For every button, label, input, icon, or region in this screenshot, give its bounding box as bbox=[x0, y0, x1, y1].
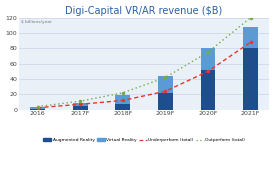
Bar bbox=[73, 103, 88, 106]
Bar bbox=[243, 48, 258, 110]
Bar bbox=[158, 93, 173, 110]
Bar bbox=[115, 95, 130, 104]
Bar bbox=[30, 107, 45, 109]
Title: Digi-Capital VR/AR revenue ($B): Digi-Capital VR/AR revenue ($B) bbox=[65, 5, 223, 16]
Bar bbox=[200, 70, 215, 110]
Legend: Augmented Reality, Virtual Reality, Underperform (total), Outperform (total): Augmented Reality, Virtual Reality, Unde… bbox=[43, 138, 245, 142]
Bar bbox=[200, 48, 215, 70]
Bar bbox=[30, 109, 45, 110]
Bar bbox=[243, 27, 258, 48]
Bar bbox=[158, 76, 173, 93]
Text: $ billions/year: $ billions/year bbox=[21, 20, 52, 24]
Bar bbox=[73, 106, 88, 110]
Bar bbox=[115, 104, 130, 110]
